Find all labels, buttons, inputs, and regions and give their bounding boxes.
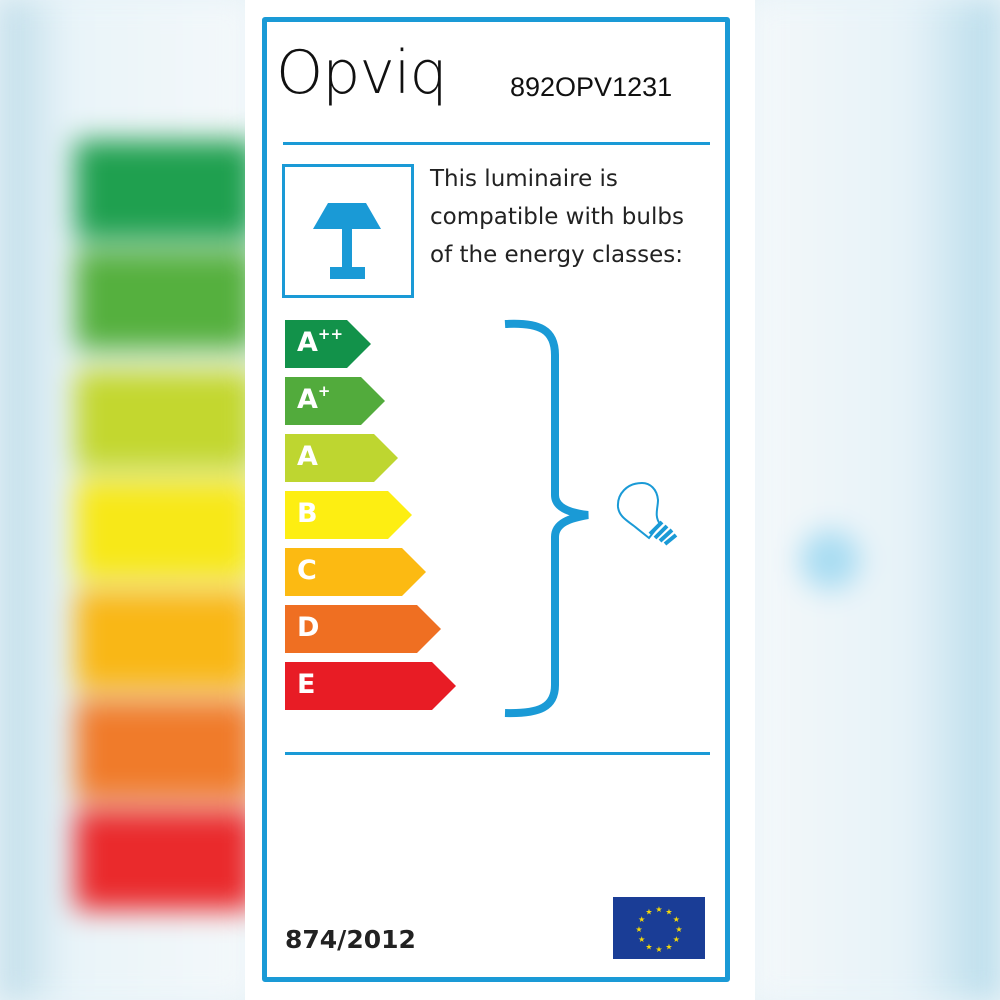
light-bulb-icon [616,481,678,546]
eu-star: ★ [673,935,680,944]
energy-class-label: A++ [297,325,344,358]
arrow-shape [285,434,398,482]
description-line: compatible with bulbs [430,204,684,230]
table-lamp-icon [282,164,414,298]
brand-logo: Opviq [276,38,448,108]
eu-star: ★ [655,905,662,914]
model-code: 892OPV1231 [510,72,673,102]
arrow-shape [285,548,426,596]
eu-star: ★ [645,942,652,951]
regulation-number: 874/2012 [285,925,416,954]
eu-flag-icon: ★ ★ ★ ★ ★ ★ ★ ★ ★ ★ ★ ★ [613,897,705,959]
energy-class-label: C [297,555,317,586]
eu-star: ★ [638,915,645,924]
energy-class-label: A+ [297,382,331,415]
divider [283,142,710,145]
eu-star: ★ [638,935,645,944]
eu-star: ★ [655,945,662,954]
arrow-shape [285,491,412,539]
arrow-shape [285,662,456,710]
bracket-icon [504,319,589,718]
label-frame [262,17,730,982]
energy-class-label: A [297,441,318,472]
arrow-shape [285,320,371,368]
arrow-shape [285,605,441,653]
compatibility-text: This luminaire is compatible with bulbs … [430,160,730,274]
eu-star: ★ [675,925,682,934]
description-line: of the energy classes: [430,242,683,268]
energy-class-label: E [297,669,316,700]
eu-star: ★ [645,908,652,917]
eu-star: ★ [665,908,672,917]
eu-star: ★ [635,925,642,934]
energy-class-label: D [297,612,320,643]
energy-class-label: B [297,498,318,529]
arrow-shape [285,377,385,425]
description-line: This luminaire is [430,166,618,192]
eu-star: ★ [673,915,680,924]
eu-star: ★ [665,942,672,951]
divider [285,752,710,755]
